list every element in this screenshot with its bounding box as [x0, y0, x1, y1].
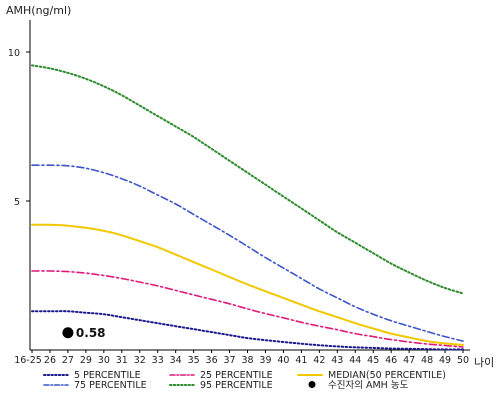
x-tick-label: 38 [241, 355, 253, 366]
x-tick-label: 47 [403, 355, 415, 366]
x-tick-label: 48 [421, 355, 433, 366]
legend-label-4: 95 PERCENTILE [200, 380, 273, 391]
x-tick-label: 36 [206, 355, 218, 366]
x-tick-label: 16-25 [14, 355, 42, 366]
x-tick-label: 42 [313, 355, 325, 366]
series-line-0 [31, 310, 464, 351]
x-tick-label: 40 [277, 355, 289, 366]
x-tick-label: 39 [259, 355, 271, 366]
legend-label-2: MEDIAN(50 PERCENTILE) [328, 370, 446, 381]
legend: 5 PERCENTILE 25 PERCENTILE MEDIAN(50 PERCE… [43, 370, 446, 391]
series-layer [31, 64, 464, 351]
x-tick-label: 44 [349, 355, 361, 366]
series-line-4 [31, 64, 464, 295]
x-tick-label: 46 [385, 355, 397, 366]
x-axis-title: 나이 [474, 356, 494, 369]
x-tick-label: 31 [116, 355, 128, 366]
x-tick-label: 37 [223, 355, 235, 366]
x-tick-label: 27 [62, 355, 74, 366]
x-tick-label: 33 [152, 355, 164, 366]
x-tick-label: 50 [457, 355, 469, 366]
x-tick-label: 49 [439, 355, 451, 366]
series-line-1 [31, 270, 464, 348]
legend-swatch-patient [308, 381, 316, 388]
x-tick-label: 45 [367, 355, 379, 366]
x-tick-label: 29 [80, 355, 92, 366]
legend-label-1: 25 PERCENTILE [200, 370, 273, 381]
x-tick-label: 35 [188, 355, 200, 366]
y-tick-label: 10 [8, 48, 20, 59]
y-axis-title: AMH(ng/ml) [6, 4, 71, 17]
x-tick-label: 43 [331, 355, 343, 366]
legend-label-0: 5 PERCENTILE [74, 370, 141, 381]
series-line-3 [31, 164, 464, 342]
annotation-layer: 0.58 [62, 326, 106, 340]
axes: AMH(ng/ml) 5 10 16-25 26 27 29 30 31 32 33 34 35 36 37… [6, 4, 494, 369]
patient-point [62, 327, 74, 339]
x-tick-label: 41 [295, 355, 307, 366]
x-tick-label: 26 [44, 355, 56, 366]
x-tick-label: 32 [134, 355, 146, 366]
legend-label-patient: 수진자의 AMH 농도 [328, 380, 409, 391]
series-line-2 [31, 223, 464, 346]
patient-value-label: 0.58 [76, 326, 106, 340]
x-tick-label: 34 [170, 355, 182, 366]
y-tick-label: 5 [14, 197, 20, 208]
legend-label-3: 75 PERCENTILE [74, 380, 147, 391]
x-tick-label: 30 [98, 355, 110, 366]
